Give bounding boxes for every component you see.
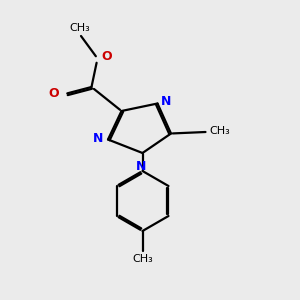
- Text: O: O: [101, 50, 112, 64]
- Text: CH₃: CH₃: [132, 254, 153, 264]
- Text: N: N: [136, 160, 146, 172]
- Text: CH₃: CH₃: [209, 125, 230, 136]
- Text: N: N: [160, 94, 171, 108]
- Text: N: N: [93, 131, 104, 145]
- Text: O: O: [49, 87, 59, 101]
- Text: CH₃: CH₃: [69, 23, 90, 33]
